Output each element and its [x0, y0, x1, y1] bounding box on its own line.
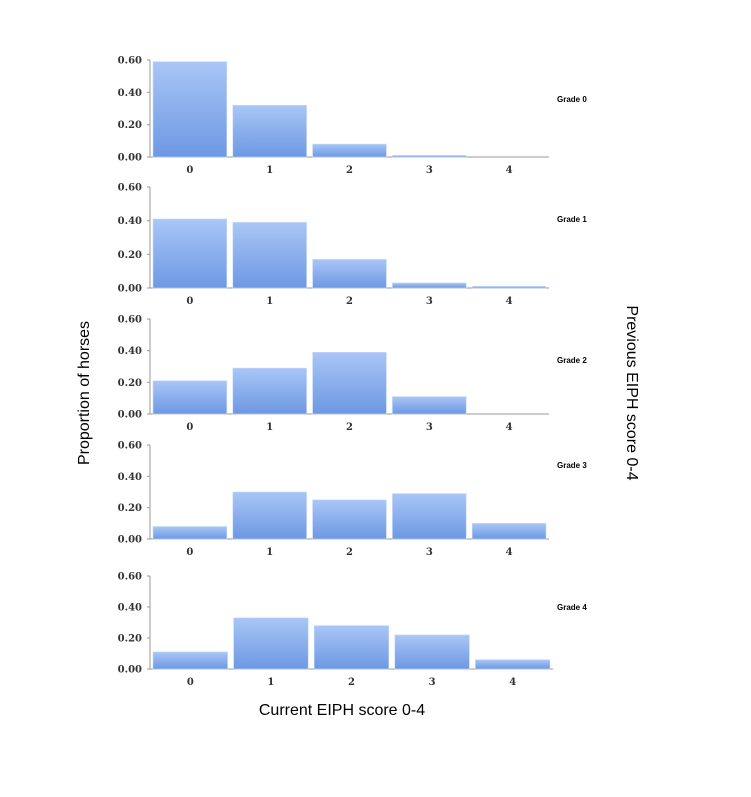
x-tick-label: 4 — [506, 296, 513, 307]
x-tick-label: 1 — [266, 296, 273, 307]
x-tick-label: 4 — [509, 677, 516, 688]
bar-4 — [475, 659, 551, 670]
bar-2 — [313, 625, 390, 670]
y-tick-label: 0.60 — [118, 572, 142, 583]
y-tick-label: 0.40 — [118, 603, 142, 614]
bar-1 — [232, 222, 307, 289]
bar-4 — [471, 523, 547, 540]
bar-3 — [392, 493, 467, 540]
panel-grade-2: 0.00 0.20 0.40 0.60 0 1 2 3 4 Grade 2 — [118, 315, 588, 434]
x-tick-label: 1 — [267, 677, 274, 688]
bar-4 — [471, 286, 547, 289]
y-tick-label: 0.00 — [118, 284, 142, 295]
y-tick-label: 0.40 — [118, 472, 142, 483]
x-tick-label: 0 — [186, 296, 193, 307]
x-tick-label: 1 — [266, 165, 273, 176]
bar-0 — [152, 380, 228, 415]
y-tick-label: 0.60 — [118, 56, 142, 67]
x-tick-label: 3 — [426, 422, 433, 433]
x-tick-label: 2 — [346, 547, 353, 558]
y-tick-label: 0.40 — [118, 88, 142, 99]
x-tick-label: 4 — [506, 165, 513, 176]
x-tick-label: 3 — [429, 677, 436, 688]
y-tick-label: 0.00 — [118, 535, 142, 546]
x-tick-label: 1 — [266, 422, 273, 433]
grade-label: Grade 1 — [557, 215, 587, 224]
x-tick-label: 4 — [506, 422, 513, 433]
bar-3 — [392, 155, 467, 158]
y-tick-label: 0.20 — [118, 503, 142, 514]
bar-0 — [152, 61, 228, 158]
x-tick-label: 3 — [426, 547, 433, 558]
x-tick-label: 3 — [426, 296, 433, 307]
y-tick-label: 0.00 — [118, 410, 142, 421]
y-tick-label: 0.60 — [118, 441, 142, 452]
x-tick-label: 0 — [186, 422, 193, 433]
bar-0 — [152, 218, 228, 289]
bar-1 — [232, 104, 307, 158]
y-tick-label: 0.20 — [118, 120, 142, 131]
y-tick-label: 0.00 — [118, 153, 142, 164]
grade-label: Grade 0 — [557, 95, 587, 104]
y-tick-label: 0.40 — [118, 216, 142, 227]
right-axis-label: Previous EIPH score 0-4 — [623, 305, 640, 480]
x-tick-label: 2 — [348, 677, 355, 688]
bar-2 — [312, 351, 387, 415]
bar-2 — [312, 143, 387, 158]
x-tick-label: 4 — [506, 547, 513, 558]
bar-3 — [394, 634, 470, 670]
y-tick-label: 0.20 — [118, 250, 142, 261]
bar-0 — [152, 526, 228, 540]
bar-3 — [392, 396, 467, 415]
x-tick-label: 2 — [346, 165, 353, 176]
x-tick-label: 0 — [186, 165, 193, 176]
grade-label: Grade 2 — [557, 356, 587, 365]
y-tick-label: 0.20 — [118, 378, 142, 389]
y-tick-label: 0.60 — [118, 315, 142, 326]
x-tick-label: 1 — [266, 547, 273, 558]
grade-label: Grade 4 — [557, 603, 587, 612]
panel-grade-3: 0.00 0.20 0.40 0.60 0 1 2 3 4 Grade 3 — [118, 441, 588, 559]
grade-label: Grade 3 — [557, 461, 587, 470]
panels-group: 0.00 0.20 0.40 0.60 0 1 2 3 4 Grade 0 0.00 0.20 0.40… — [118, 56, 588, 689]
x-tick-label: 2 — [346, 296, 353, 307]
bar-2 — [312, 259, 387, 289]
x-tick-label: 0 — [186, 547, 193, 558]
y-axis-label: Proportion of horses — [76, 321, 93, 465]
x-tick-label: 3 — [426, 165, 433, 176]
panel-grade-4: 0.00 0.20 0.40 0.60 0 1 2 3 4 Grade 4 — [118, 572, 588, 689]
bar-3 — [392, 282, 467, 289]
bar-1 — [233, 617, 309, 670]
y-tick-label: 0.40 — [118, 346, 142, 357]
panel-grade-1: 0.00 0.20 0.40 0.60 0 1 2 3 4 Grade 1 — [118, 183, 588, 308]
bar-1 — [232, 491, 307, 540]
bar-2 — [312, 499, 387, 540]
bar-0 — [152, 651, 228, 670]
bar-1 — [232, 367, 307, 415]
x-tick-label: 2 — [346, 422, 353, 433]
y-tick-label: 0.60 — [118, 183, 142, 194]
y-tick-label: 0.00 — [118, 665, 142, 676]
x-axis-label: Current EIPH score 0-4 — [259, 702, 425, 719]
panel-grade-0: 0.00 0.20 0.40 0.60 0 1 2 3 4 Grade 0 — [118, 56, 588, 177]
y-tick-label: 0.20 — [118, 634, 142, 645]
x-tick-label: 0 — [187, 677, 194, 688]
